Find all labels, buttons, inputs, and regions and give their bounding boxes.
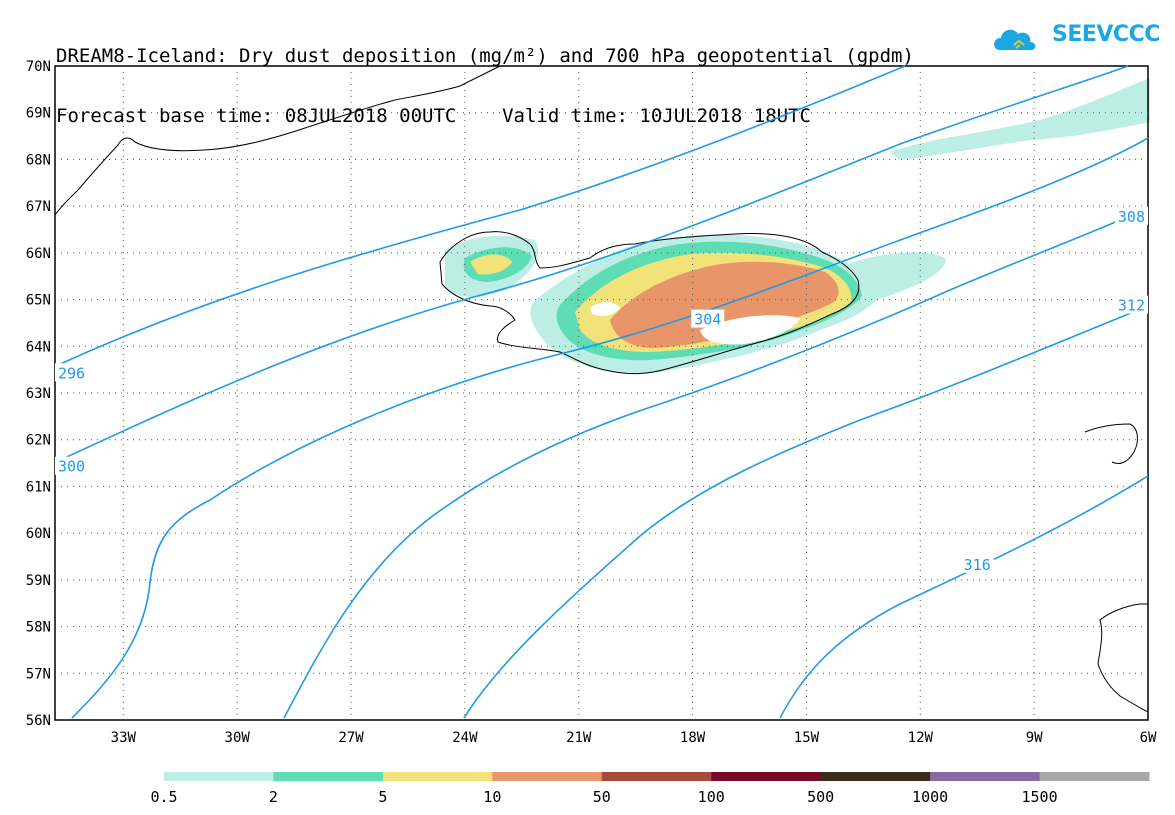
lon-tick-label: 12W	[908, 730, 934, 746]
contour-line	[779, 475, 1149, 719]
legend-swatch	[820, 772, 931, 781]
contour-label-bg	[1115, 206, 1148, 225]
latitude-labels: 56N 57N 58N 59N 60N 61N 62N 63N 64N 65N 66N 67N 68N 6…	[26, 59, 51, 729]
contour-line	[71, 137, 1149, 719]
logo-text: SEEVCCC	[1052, 22, 1160, 47]
legend-label: 500	[807, 788, 834, 806]
lat-tick-label: 70N	[26, 59, 51, 75]
contour-label: 300	[58, 458, 85, 476]
coastline-faroe	[1084, 423, 1138, 465]
cloud-logo-icon	[994, 29, 1036, 50]
lon-tick-label: 6W	[1140, 730, 1157, 746]
coastline-greenland	[54, 65, 501, 216]
lon-tick-label: 18W	[680, 730, 706, 746]
contour-label: 296	[58, 364, 85, 382]
contour-label-bg	[55, 456, 88, 475]
legend-swatch	[711, 772, 822, 781]
lat-tick-label: 64N	[26, 339, 51, 355]
contour-label: 316	[964, 556, 991, 574]
legend-label: 2	[269, 788, 278, 806]
legend-label: 5	[378, 788, 387, 806]
contour-label-bg	[960, 554, 994, 573]
coastline-scotland-islands	[1097, 603, 1149, 713]
contour-label: 312	[1118, 297, 1145, 315]
dust-low-area	[700, 315, 800, 345]
lat-tick-label: 65N	[26, 293, 51, 309]
legend-label: 100	[698, 788, 725, 806]
lat-tick-label: 67N	[26, 199, 51, 215]
map-title: DREAM8-Iceland: Dry dust deposition (mg/…	[56, 45, 914, 67]
legend-label: 50	[593, 788, 611, 806]
coastline-iceland	[439, 231, 860, 375]
contour-line	[283, 207, 1149, 719]
dust-shading	[445, 78, 1150, 373]
lon-tick-label: 27W	[338, 730, 364, 746]
lat-tick-label: 57N	[26, 666, 51, 682]
legend-swatch	[382, 772, 493, 781]
legend-swatch	[164, 772, 274, 781]
contour-label: 304	[694, 311, 721, 329]
legend-swatch	[492, 772, 603, 781]
lat-tick-label: 58N	[26, 620, 51, 636]
lon-tick-label: 24W	[452, 730, 478, 746]
contour-line	[55, 65, 906, 367]
contour-labels: 296 300 304 308 312 316	[55, 206, 1148, 574]
dust-band-yellow-west	[470, 254, 512, 275]
lat-tick-label: 59N	[26, 573, 51, 589]
lon-tick-label: 33W	[111, 730, 137, 746]
legend-swatch	[930, 772, 1041, 781]
contour-label-bg	[55, 363, 88, 382]
legend-label: 0.5	[150, 788, 177, 806]
lat-tick-label: 69N	[26, 106, 51, 122]
contour-label-bg	[1115, 295, 1148, 314]
title-block: DREAM8-Iceland: Dry dust deposition (mg/…	[56, 6, 914, 146]
contour-label: 308	[1118, 208, 1145, 226]
lat-tick-label: 56N	[26, 713, 51, 729]
gridlines	[55, 66, 1148, 720]
lat-tick-label: 66N	[26, 246, 51, 262]
contour-label-bg	[691, 309, 725, 328]
lon-tick-label: 30W	[225, 730, 251, 746]
lon-tick-label: 9W	[1026, 730, 1043, 746]
contour-line	[55, 65, 1129, 463]
lon-tick-label: 15W	[794, 730, 820, 746]
legend-swatch	[601, 772, 712, 781]
lat-tick-label: 61N	[26, 479, 51, 495]
lat-tick-label: 62N	[26, 433, 51, 449]
lat-tick-label: 63N	[26, 386, 51, 402]
dust-low-area-west	[590, 302, 620, 316]
dust-plume-northeast	[890, 78, 1150, 160]
contour-line	[463, 305, 1149, 719]
legend-swatch	[273, 772, 384, 781]
legend-label: 10	[483, 788, 501, 806]
legend-label: 1500	[1021, 788, 1057, 806]
coastlines	[54, 65, 1149, 713]
lat-tick-label: 68N	[26, 152, 51, 168]
lat-tick-label: 60N	[26, 526, 51, 542]
legend-swatch	[1039, 772, 1150, 781]
geopotential-contours	[55, 65, 1149, 719]
legend-label: 1000	[912, 788, 948, 806]
lon-tick-label: 21W	[566, 730, 592, 746]
longitude-labels: 33W 30W 27W 24W 21W 18W 15W 12W 9W 6W	[111, 730, 1157, 746]
color-legend: 0.5 2 5 10 50 100 500 1000 1500	[150, 772, 1150, 806]
